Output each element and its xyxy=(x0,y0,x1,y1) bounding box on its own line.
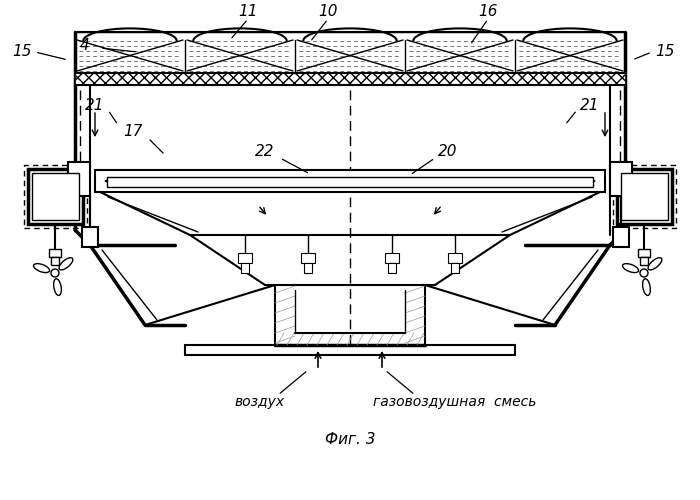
Bar xyxy=(640,257,648,265)
Text: 20: 20 xyxy=(438,144,458,160)
Bar xyxy=(613,165,676,228)
Ellipse shape xyxy=(648,258,662,270)
Bar xyxy=(610,162,632,196)
Ellipse shape xyxy=(54,278,62,295)
Ellipse shape xyxy=(34,264,50,272)
Text: воздух: воздух xyxy=(235,395,285,409)
Ellipse shape xyxy=(622,264,638,272)
Bar xyxy=(107,177,593,187)
Bar xyxy=(68,162,90,196)
Bar xyxy=(75,73,625,85)
Bar xyxy=(304,263,312,273)
Bar xyxy=(95,170,605,192)
Text: 16: 16 xyxy=(478,4,498,20)
Text: 17: 17 xyxy=(123,124,143,140)
Bar xyxy=(82,227,98,247)
Text: 22: 22 xyxy=(256,144,274,160)
Ellipse shape xyxy=(59,258,73,270)
Bar xyxy=(51,257,59,265)
Circle shape xyxy=(640,269,648,277)
Bar xyxy=(241,263,249,273)
Bar xyxy=(49,249,61,257)
Bar xyxy=(238,253,252,263)
Text: 11: 11 xyxy=(238,4,258,20)
Bar xyxy=(613,227,629,247)
Text: 21: 21 xyxy=(580,98,600,112)
Text: 15: 15 xyxy=(655,44,675,60)
Text: 10: 10 xyxy=(318,4,337,20)
Bar xyxy=(385,253,399,263)
Ellipse shape xyxy=(643,278,650,295)
Bar xyxy=(32,173,79,220)
Bar xyxy=(638,249,650,257)
Text: газовоздушная  смесь: газовоздушная смесь xyxy=(373,395,537,409)
Bar xyxy=(388,263,396,273)
Bar xyxy=(621,173,668,220)
Bar xyxy=(301,253,315,263)
Bar xyxy=(448,253,462,263)
Bar xyxy=(28,169,83,224)
Text: 15: 15 xyxy=(13,44,32,60)
Circle shape xyxy=(51,269,59,277)
Text: Фиг. 3: Фиг. 3 xyxy=(325,432,375,448)
Text: 21: 21 xyxy=(85,98,105,112)
Bar xyxy=(617,169,672,224)
Bar xyxy=(24,165,87,228)
Bar xyxy=(451,263,459,273)
Text: 4: 4 xyxy=(80,38,90,52)
